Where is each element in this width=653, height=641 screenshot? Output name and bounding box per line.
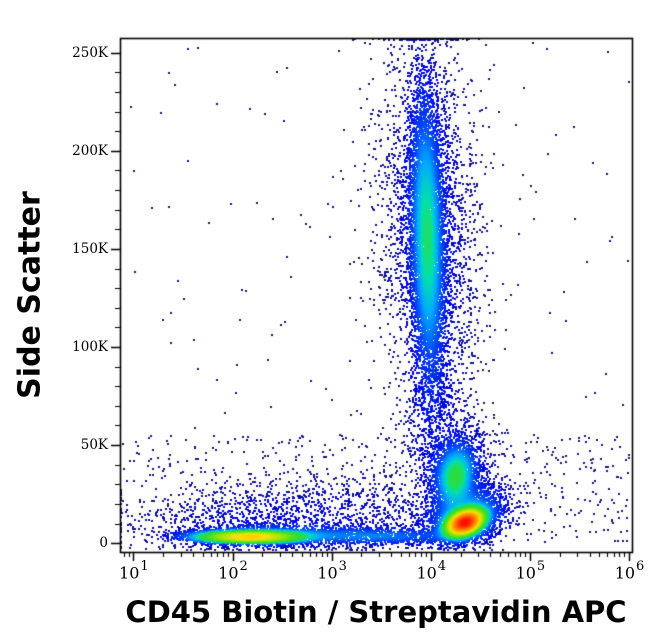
y-axis-title: Side Scatter <box>12 191 48 399</box>
x-axis-title: CD45 Biotin / Streptavidin APC <box>125 595 627 629</box>
